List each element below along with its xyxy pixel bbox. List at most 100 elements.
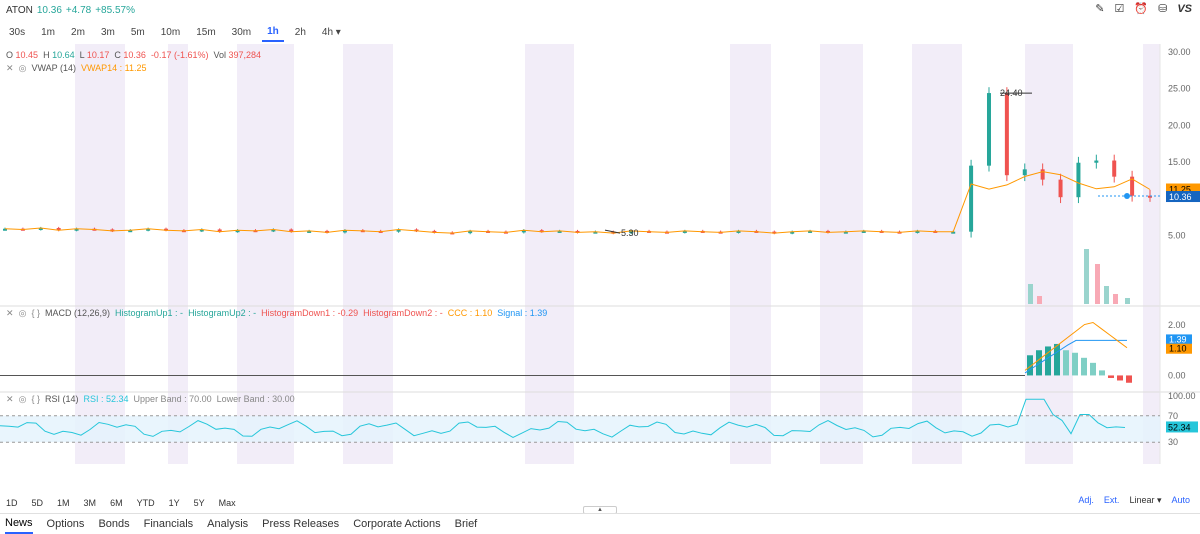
pencil-icon[interactable]: ✎ bbox=[1095, 3, 1105, 15]
ext-toggle[interactable]: Ext. bbox=[1103, 495, 1120, 505]
interval-3m[interactable]: 3m bbox=[100, 26, 115, 38]
session-band bbox=[820, 44, 863, 464]
rsi-tick: 70 bbox=[1168, 411, 1178, 421]
macd-ccc-line bbox=[1024, 321, 1128, 371]
range-3m[interactable]: 3M bbox=[83, 498, 97, 508]
macd-hd2: HistogramDown2 : - bbox=[363, 308, 443, 318]
tab-analysis[interactable]: Analysis bbox=[207, 517, 249, 530]
candle-body bbox=[808, 230, 813, 233]
eye-icon[interactable]: ◎ bbox=[18, 394, 27, 404]
rsi-tag-text: 52.34 bbox=[1168, 422, 1191, 432]
rsi-tick: 30 bbox=[1168, 437, 1178, 447]
interval-15m[interactable]: 15m bbox=[196, 26, 216, 38]
session-band bbox=[168, 44, 188, 464]
candle-body bbox=[557, 230, 562, 233]
tab-press-releases[interactable]: Press Releases bbox=[262, 517, 340, 530]
last-price-marker bbox=[1124, 193, 1130, 200]
rsi-value: RSI : 52.34 bbox=[83, 394, 129, 404]
tab-options[interactable]: Options bbox=[46, 517, 85, 530]
range-1d[interactable]: 1D bbox=[6, 498, 18, 508]
vwap-value: 11.25 bbox=[124, 63, 147, 73]
macd-histogram-bar bbox=[1099, 370, 1105, 376]
range-6m[interactable]: 6M bbox=[110, 498, 123, 508]
candle-body bbox=[736, 230, 741, 233]
interval-30m[interactable]: 30m bbox=[231, 26, 252, 38]
candle-body bbox=[521, 230, 526, 233]
toolbar-icons: ✎ ☑ ⏰ ⛁ VS bbox=[1095, 2, 1192, 16]
adj-toggle[interactable]: Adj. bbox=[1078, 495, 1094, 505]
vwap-legend[interactable]: ✕ ◎ VWAP (14) VWAP14 : 11.25 bbox=[6, 63, 147, 73]
interval-5m[interactable]: 5m bbox=[130, 26, 145, 38]
low-annotation-line bbox=[604, 229, 621, 234]
price-change: +4.78 bbox=[65, 4, 92, 16]
range-max[interactable]: Max bbox=[218, 498, 236, 508]
candle-body bbox=[843, 231, 848, 234]
candle-body bbox=[38, 228, 43, 230]
close-label: C bbox=[114, 50, 121, 60]
open-label: O bbox=[6, 50, 14, 60]
interval-1m[interactable]: 1m bbox=[41, 26, 56, 38]
macd-histogram-bar bbox=[1108, 375, 1114, 378]
close-icon[interactable]: ✕ bbox=[6, 394, 14, 404]
tab-financials[interactable]: Financials bbox=[143, 517, 194, 530]
candle-body bbox=[199, 229, 204, 232]
low-annotation: 5.30 bbox=[621, 228, 639, 238]
save-icon[interactable]: ☑ bbox=[1114, 3, 1125, 15]
tab-news[interactable]: News bbox=[5, 514, 33, 534]
chart-area[interactable]: 30.0025.0020.0015.0010.005.0024.405.3011… bbox=[0, 44, 1200, 482]
interval-10m[interactable]: 10m bbox=[160, 26, 181, 38]
alert-icon[interactable]: ⏰ bbox=[1134, 3, 1149, 15]
macd-histogram-bar bbox=[1036, 350, 1042, 376]
interval-4h[interactable]: 4h ▾ bbox=[321, 26, 341, 38]
macd-histogram-bar bbox=[1045, 346, 1051, 376]
session-band bbox=[912, 44, 962, 464]
eye-icon[interactable]: ◎ bbox=[18, 63, 27, 73]
tab-bonds[interactable]: Bonds bbox=[98, 517, 130, 530]
close-icon[interactable]: ✕ bbox=[6, 63, 14, 73]
compare-button[interactable]: VS bbox=[1177, 2, 1192, 15]
ohlc-legend: O 10.45 H 10.64 L 10.17 C 10.36 -0.17 (-… bbox=[6, 50, 261, 60]
candle-body bbox=[217, 229, 222, 232]
volume-bar bbox=[1028, 284, 1033, 304]
close-tag-text: 10.36 bbox=[1169, 192, 1192, 202]
range-1m[interactable]: 1M bbox=[57, 498, 70, 508]
range-ytd[interactable]: YTD bbox=[136, 498, 155, 508]
rsi-lower: Lower Band : 30.00 bbox=[216, 394, 295, 404]
rsi-tick: 100.00 bbox=[1168, 391, 1196, 401]
close-icon[interactable]: ✕ bbox=[6, 308, 14, 318]
macd-name: MACD (12,26,9) bbox=[44, 308, 110, 318]
tab-corporate-actions[interactable]: Corporate Actions bbox=[353, 517, 441, 530]
candle-body bbox=[1004, 93, 1009, 176]
macd-ccc-tag bbox=[1166, 343, 1192, 354]
scale-select[interactable]: Linear ▾ bbox=[1129, 495, 1162, 505]
auto-toggle[interactable]: Auto bbox=[1171, 495, 1190, 505]
macd-histogram-bar bbox=[1117, 375, 1123, 381]
range-5y[interactable]: 5Y bbox=[193, 498, 205, 508]
interval-1h[interactable]: 1h bbox=[262, 23, 284, 42]
header-bar: ATON 10.36 +4.78 +85.57% ✎ ☑ ⏰ ⛁ VS bbox=[0, 0, 1200, 20]
price-tick: 20.00 bbox=[1168, 120, 1191, 130]
volume-bar bbox=[1084, 249, 1089, 304]
code-icon[interactable]: { } bbox=[31, 394, 40, 404]
range-5d[interactable]: 5D bbox=[31, 498, 44, 508]
interval-2m[interactable]: 2m bbox=[71, 26, 85, 38]
interval-30s[interactable]: 30s bbox=[9, 26, 26, 38]
macd-legend[interactable]: ✕ ◎ { } MACD (12,26,9) HistogramUp1 : - … bbox=[6, 308, 547, 319]
macd-ccc: CCC : 1.10 bbox=[447, 308, 493, 318]
rsi-legend[interactable]: ✕ ◎ { } RSI (14) RSI : 52.34 Upper Band … bbox=[6, 394, 295, 405]
candle-body bbox=[3, 228, 7, 231]
code-icon[interactable]: { } bbox=[31, 308, 40, 318]
indicators-icon[interactable]: ⛁ bbox=[1158, 3, 1168, 15]
symbol-label[interactable]: ATON bbox=[6, 4, 33, 16]
high-annotation: 24.40 bbox=[1000, 88, 1023, 98]
macd-signal: Signal : 1.39 bbox=[497, 308, 548, 318]
vwap-tag-text: 11.25 bbox=[1169, 185, 1191, 195]
range-1y[interactable]: 1Y bbox=[168, 498, 180, 508]
session-band bbox=[525, 44, 574, 464]
candle-body bbox=[629, 230, 634, 234]
tab-brief[interactable]: Brief bbox=[454, 517, 478, 530]
macd-signal-tag bbox=[1166, 334, 1192, 345]
interval-2h[interactable]: 2h bbox=[294, 26, 306, 38]
volume-bar bbox=[1095, 264, 1100, 304]
eye-icon[interactable]: ◎ bbox=[18, 308, 27, 318]
